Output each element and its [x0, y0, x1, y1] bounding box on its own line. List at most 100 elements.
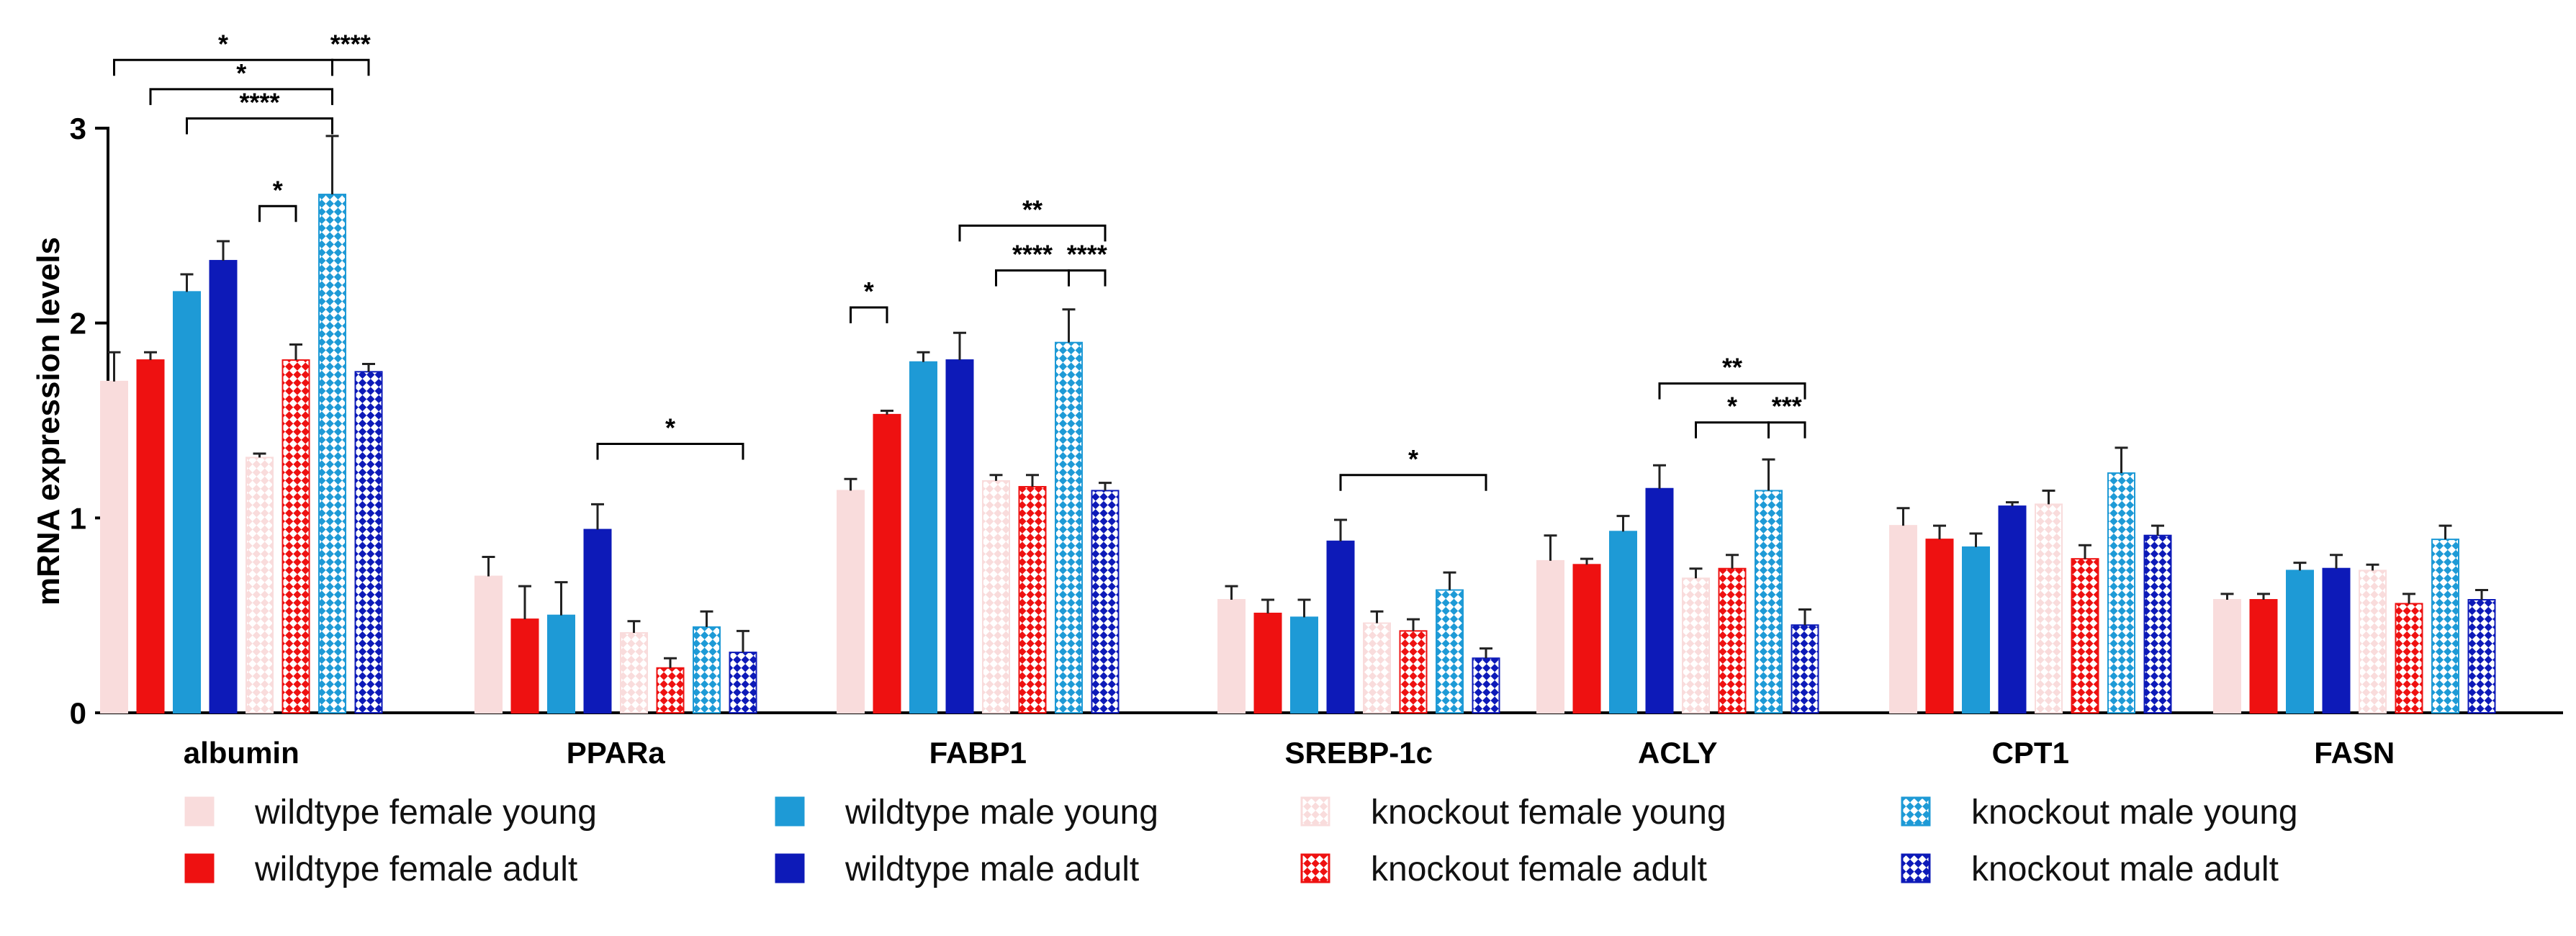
legend-label: knockout male young: [1971, 793, 2298, 832]
legend-swatch: [1300, 853, 1330, 883]
y-axis-title: mRNA expression levels: [31, 237, 66, 606]
bar: [1718, 567, 1747, 714]
significance-label: *: [665, 413, 675, 442]
bar: [282, 359, 310, 714]
x-category-label: SREBP-1c: [1285, 736, 1433, 770]
significance-label: *: [864, 276, 874, 306]
legend: wildtype female young wildtype female adu…: [184, 793, 2298, 888]
significance-label: **: [1022, 194, 1042, 224]
significance-bracket: [1767, 421, 1806, 438]
bar: [2035, 503, 2063, 714]
bar: [1791, 624, 1819, 714]
x-category-label: albumin: [184, 736, 300, 770]
significance-bracket: [596, 442, 744, 460]
y-tick-label: 3: [70, 112, 86, 145]
legend-swatch: [1901, 796, 1931, 827]
significance-bracket: [186, 117, 333, 135]
significance-bracket: [1658, 382, 1806, 400]
significance-label: ****: [1012, 240, 1053, 269]
bar: [547, 614, 575, 714]
bar: [1755, 490, 1783, 714]
significance-label: **: [1722, 353, 1742, 382]
significance-label: *: [273, 175, 283, 204]
significance-bracket: [1695, 421, 1770, 438]
legend-swatch: [1300, 796, 1330, 827]
legend-swatch: [184, 796, 215, 827]
x-category-label: ACLY: [1638, 736, 1717, 770]
bar: [354, 371, 383, 714]
significance-label: ****: [239, 87, 279, 117]
significance-bracket: [995, 269, 1070, 287]
bar: [2249, 599, 2278, 714]
significance-bracket: [113, 58, 333, 76]
legend-label: wildtype female adult: [254, 850, 577, 888]
significance-label: *: [1727, 392, 1737, 421]
y-tick-label: 1: [70, 501, 86, 535]
bar: [2322, 567, 2351, 714]
bar: [945, 359, 974, 714]
legend-label: wildtype female young: [254, 793, 597, 832]
bar: [729, 652, 757, 714]
legend-label: wildtype male young: [845, 793, 1158, 832]
bar: [1889, 525, 1917, 714]
bar: [1018, 486, 1047, 714]
bar: [1399, 630, 1428, 714]
legend-swatch: [1901, 853, 1931, 883]
significance-label: *: [236, 58, 246, 88]
bar: [837, 490, 865, 714]
bar: [1326, 540, 1355, 714]
bar: [1091, 490, 1120, 714]
x-category-label: CPT1: [1992, 736, 2069, 770]
bar: [693, 626, 721, 714]
significance-bracket: [258, 204, 297, 222]
bar: [2467, 599, 2496, 714]
bar: [2107, 472, 2135, 714]
bar: [474, 575, 503, 714]
bar: [1609, 531, 1637, 714]
bar: [2071, 558, 2099, 714]
bar: [1645, 487, 1674, 714]
significance-label: *: [218, 29, 228, 58]
legend-label: knockout female adult: [1371, 850, 1707, 888]
bar: [1472, 657, 1500, 714]
significance-bracket: [958, 224, 1107, 242]
significance-bracket: [1068, 269, 1107, 287]
bar: [1290, 616, 1318, 714]
bar: [510, 618, 539, 714]
legend-swatch: [775, 853, 805, 883]
plot-area: 0 1 2 3 albumin PPARa FABP1 SREBP-1c ACLY CPT1 FAS…: [70, 29, 2563, 770]
bar: [209, 260, 238, 714]
bar: [656, 667, 685, 714]
x-category-label: FABP1: [929, 736, 1027, 770]
significance-bracket: [1339, 474, 1487, 491]
bar: [1217, 599, 1246, 714]
bar: [246, 456, 274, 714]
bar: [318, 194, 346, 714]
bar: [2359, 570, 2387, 714]
bar: [1572, 564, 1601, 714]
bar: [982, 480, 1010, 714]
bar: [2213, 599, 2241, 714]
significance-bracket: [850, 306, 888, 324]
legend-label: wildtype male adult: [845, 850, 1139, 888]
bar: [1436, 589, 1464, 714]
bar: [1925, 539, 1954, 714]
bar: [136, 359, 165, 714]
significance-label: *: [1408, 444, 1418, 474]
significance-bracket: [149, 88, 333, 105]
bar: [1055, 341, 1083, 714]
legend-label: knockout male adult: [1971, 850, 2279, 888]
bar: [1998, 505, 2027, 714]
bar: [1682, 577, 1710, 714]
bar: [2286, 570, 2314, 714]
bar: [583, 528, 612, 714]
legend-swatch: [184, 853, 215, 883]
bar: [2143, 534, 2172, 714]
significance-label: ****: [1067, 240, 1107, 269]
bar: [1363, 622, 1391, 714]
significance-bracket: [331, 58, 370, 76]
bar: [2395, 603, 2423, 714]
bar: [873, 413, 901, 714]
legend-swatch: [775, 796, 805, 827]
